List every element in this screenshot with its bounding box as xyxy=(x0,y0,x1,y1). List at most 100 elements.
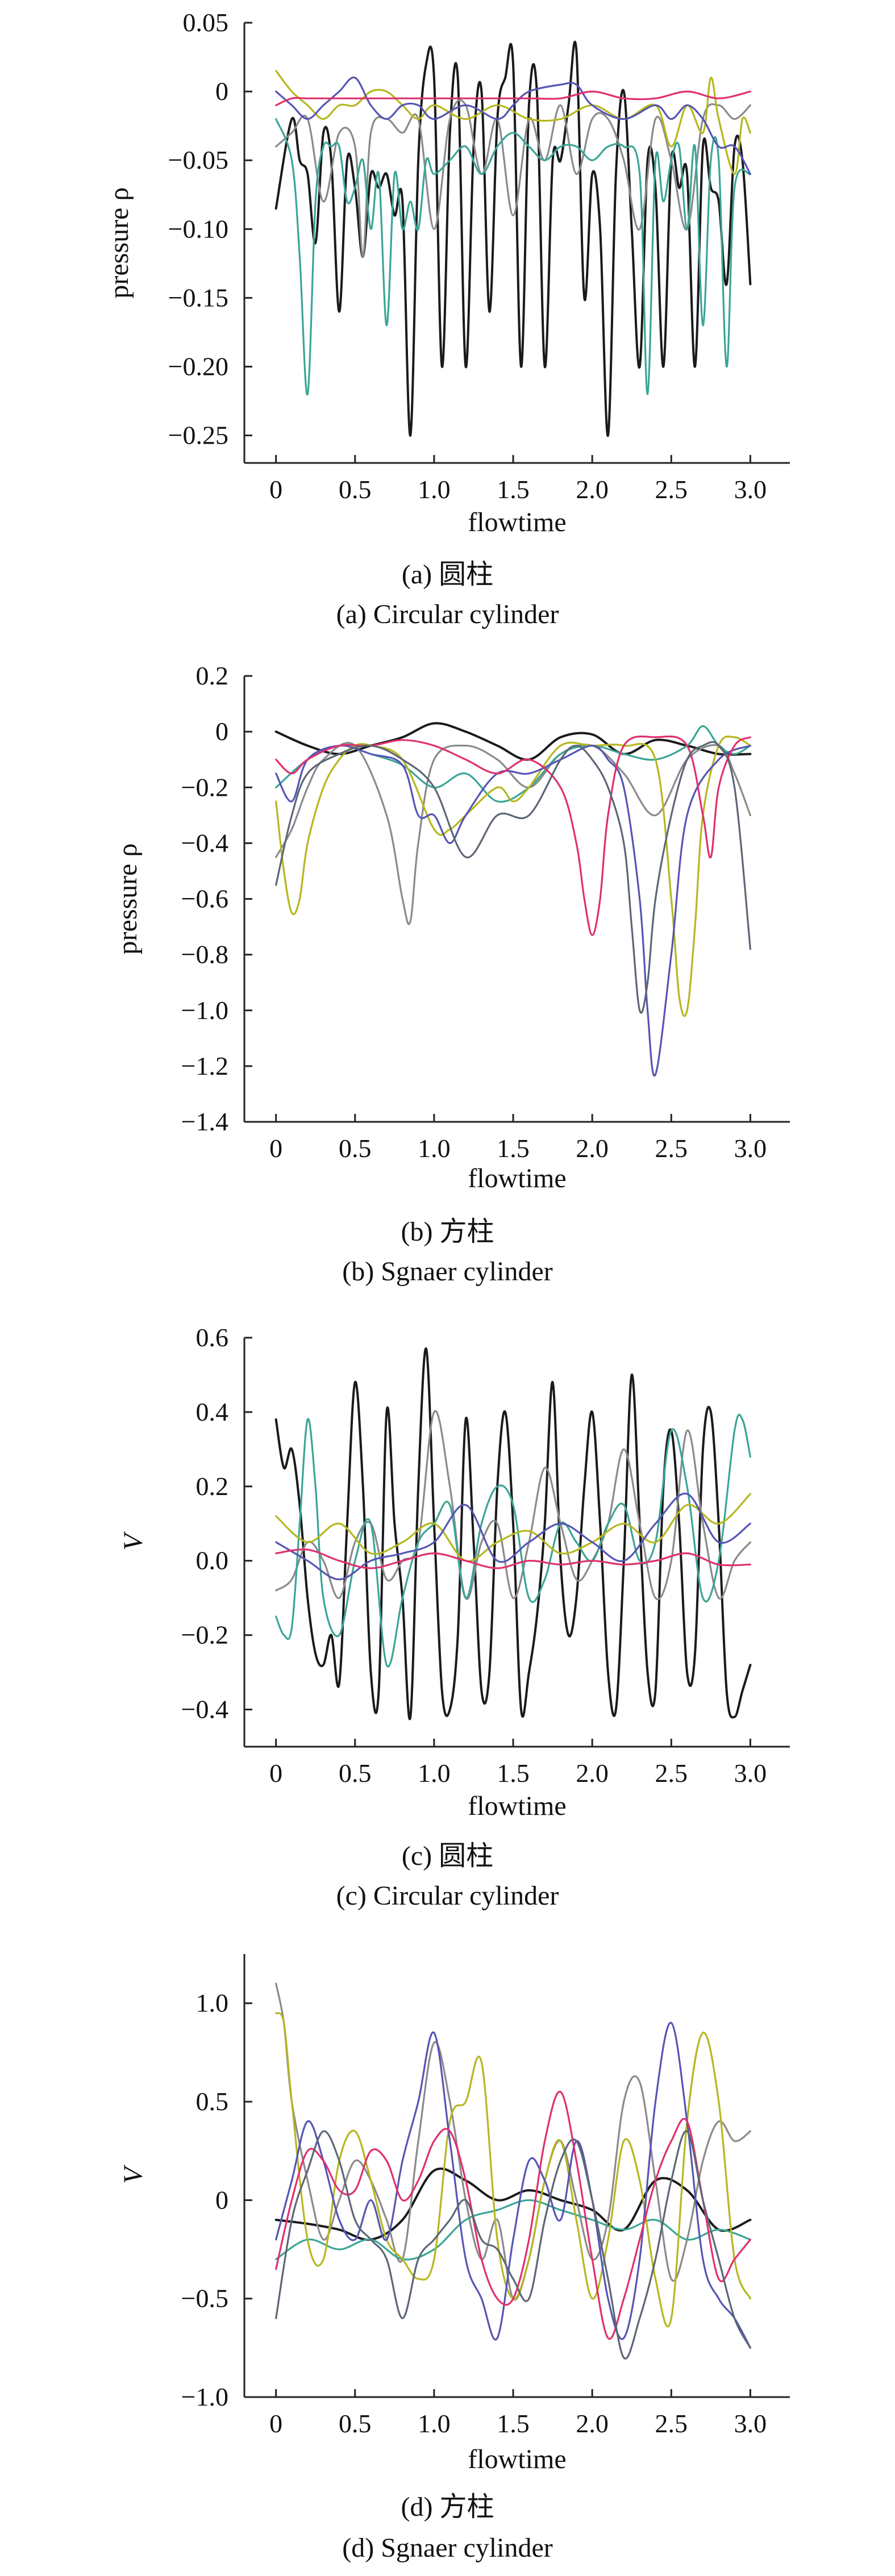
x-tick-label: 3.0 xyxy=(734,1759,767,1788)
x-tick-label: 0.5 xyxy=(339,475,372,504)
y-tick-label: −0.4 xyxy=(181,828,228,857)
y-tick-label: −0.2 xyxy=(181,773,228,801)
series-line-slate xyxy=(275,741,751,1014)
y-axis-label: V xyxy=(118,1531,148,1551)
series-line-black xyxy=(274,40,752,437)
chart-panel-b: 0.2 0 −0.2 −0.4 −0.6 −0.8 −1.0 −1.2 −1.4 0 0.5 1.0 1… xyxy=(0,648,895,1306)
y-tick-label: −0.10 xyxy=(168,214,228,243)
x-tick-label: 1.0 xyxy=(418,1134,451,1163)
chart-c: 0.6 0.4 0.2 0.0 −0.2 −0.4 0 0.5 1.0 1.5 2.0 2.5 3.0 f… xyxy=(118,1323,790,1821)
series-line-gray xyxy=(275,742,751,925)
y-tick-label: −1.4 xyxy=(181,1107,228,1136)
chart-d: 1.0 0.5 0 −0.5 −1.0 0 0.5 1.0 1.5 2.0 2.5 3.0 flowti… xyxy=(118,1954,790,2474)
y-tick-label: −0.8 xyxy=(181,940,228,969)
x-tick-label: 1.5 xyxy=(497,2409,530,2438)
y-axis-label: pressure ρ xyxy=(104,187,134,299)
x-tick-label: 2.5 xyxy=(655,2409,688,2438)
x-tick-label: 2.0 xyxy=(576,1134,609,1163)
y-tick-label: −0.15 xyxy=(168,283,228,312)
x-tick-label: 0 xyxy=(269,1759,282,1788)
y-tick-label: 1.0 xyxy=(196,1989,229,2018)
x-axis-label: flowtime xyxy=(468,507,566,537)
y-tick-label: 0.6 xyxy=(196,1323,229,1352)
chart-b: 0.2 0 −0.2 −0.4 −0.6 −0.8 −1.0 −1.2 −1.4 0 0.5 1.0 1… xyxy=(113,661,790,1193)
y-tick-label: −1.0 xyxy=(181,996,228,1025)
x-axis-label: flowtime xyxy=(468,1163,566,1193)
y-tick-label: 0.05 xyxy=(183,8,229,37)
series-line-gray xyxy=(275,1982,751,2301)
caption-cn-a: (a) 圆柱 xyxy=(401,560,494,590)
series-line-gray xyxy=(275,99,751,258)
x-tick-label: 3.0 xyxy=(734,2409,767,2438)
x-axis-label: flowtime xyxy=(468,1791,566,1821)
x-tick-label: 2.5 xyxy=(655,1134,688,1163)
x-tick-label: 1.5 xyxy=(497,1759,530,1788)
y-tick-label: 0 xyxy=(215,2185,228,2214)
series-line-olive xyxy=(275,735,751,1017)
y-tick-label: −0.25 xyxy=(168,421,228,450)
caption-cn-b: (b) 方柱 xyxy=(401,1217,494,1247)
y-tick-label: 0.2 xyxy=(196,661,229,690)
x-axis-label: flowtime xyxy=(468,2444,566,2474)
series-line-olive xyxy=(275,1493,751,1562)
series-line-teal xyxy=(275,2199,751,2261)
series-line-magenta xyxy=(275,90,751,106)
chart-panel-c: 0.6 0.4 0.2 0.0 −0.2 −0.4 0 0.5 1.0 1.5 2.0 2.5 3.0 f… xyxy=(0,1306,895,1931)
y-axis-label: V xyxy=(118,2165,148,2184)
y-tick-label: −1.0 xyxy=(181,2382,228,2411)
x-tick-label: 2.0 xyxy=(576,475,609,504)
caption-en-d: (d) Sgnaer cylinder xyxy=(342,2533,553,2563)
x-tick-label: 3.0 xyxy=(734,475,767,504)
x-tick-label: 1.0 xyxy=(418,475,451,504)
x-tick-label: 0 xyxy=(269,475,282,504)
y-tick-label: 0.5 xyxy=(196,2087,229,2116)
y-axis-label: pressure ρ xyxy=(113,844,143,955)
y-tick-label: 0 xyxy=(215,717,228,746)
caption-en-b: (b) Sgnaer cylinder xyxy=(342,1256,553,1287)
series-line-slate xyxy=(275,2130,751,2360)
caption-en-a: (a) Circular cylinder xyxy=(336,599,559,629)
x-tick-label: 0.5 xyxy=(339,2409,372,2438)
x-tick-label: 2.0 xyxy=(576,2409,609,2438)
series-line-olive xyxy=(275,70,751,175)
x-tick-label: 2.0 xyxy=(576,1759,609,1788)
series-line-teal xyxy=(275,1413,751,1668)
chart-a: 0.05 0 −0.05 −0.10 −0.15 −0.20 −0.25 0 0.5 1.0 1.5… xyxy=(104,8,790,537)
x-tick-label: 1.0 xyxy=(418,2409,451,2438)
x-tick-label: 0 xyxy=(269,1134,282,1163)
y-tick-label: −0.2 xyxy=(181,1621,228,1650)
x-tick-label: 1.0 xyxy=(418,1759,451,1788)
y-tick-label: −0.6 xyxy=(181,884,228,913)
y-tick-label: −0.5 xyxy=(181,2284,228,2313)
y-tick-label: −1.2 xyxy=(181,1051,228,1080)
series-line-magenta xyxy=(275,735,751,936)
x-tick-label: 3.0 xyxy=(734,1134,767,1163)
series-line-blue xyxy=(275,76,751,175)
series-line-magenta xyxy=(275,1548,751,1569)
y-tick-label: 0.4 xyxy=(196,1397,229,1426)
x-tick-label: 2.5 xyxy=(655,475,688,504)
x-tick-label: 0.5 xyxy=(339,1759,372,1788)
series-line-olive xyxy=(275,2012,751,2328)
x-tick-label: 0 xyxy=(269,2409,282,2438)
y-tick-label: 0.0 xyxy=(196,1546,229,1575)
x-tick-label: 2.5 xyxy=(655,1759,688,1788)
y-tick-label: 0.2 xyxy=(196,1472,229,1501)
caption-en-c: (c) Circular cylinder xyxy=(336,1881,559,1911)
y-tick-label: −0.4 xyxy=(181,1695,228,1724)
caption-cn-c: (c) 圆柱 xyxy=(401,1841,494,1871)
series-line-magenta xyxy=(275,2090,751,2340)
series-line-blue xyxy=(275,1492,751,1581)
chart-panel-a: 0.05 0 −0.05 −0.10 −0.15 −0.20 −0.25 0 0.5 1.0 1.5… xyxy=(0,0,895,648)
y-tick-label: 0 xyxy=(215,77,228,106)
series-line-black xyxy=(274,722,752,761)
chart-panel-d: 1.0 0.5 0 −0.5 −1.0 0 0.5 1.0 1.5 2.0 2.5 3.0 flowti… xyxy=(0,1931,895,2576)
x-tick-label: 1.5 xyxy=(497,475,530,504)
y-tick-label: −0.20 xyxy=(168,352,228,381)
x-tick-label: 0.5 xyxy=(339,1134,372,1163)
series-line-teal xyxy=(275,118,751,396)
x-tick-label: 1.5 xyxy=(497,1134,530,1163)
series-line-blue xyxy=(275,2022,751,2349)
y-tick-label: −0.05 xyxy=(168,145,228,174)
series-line-blue xyxy=(275,745,751,1077)
